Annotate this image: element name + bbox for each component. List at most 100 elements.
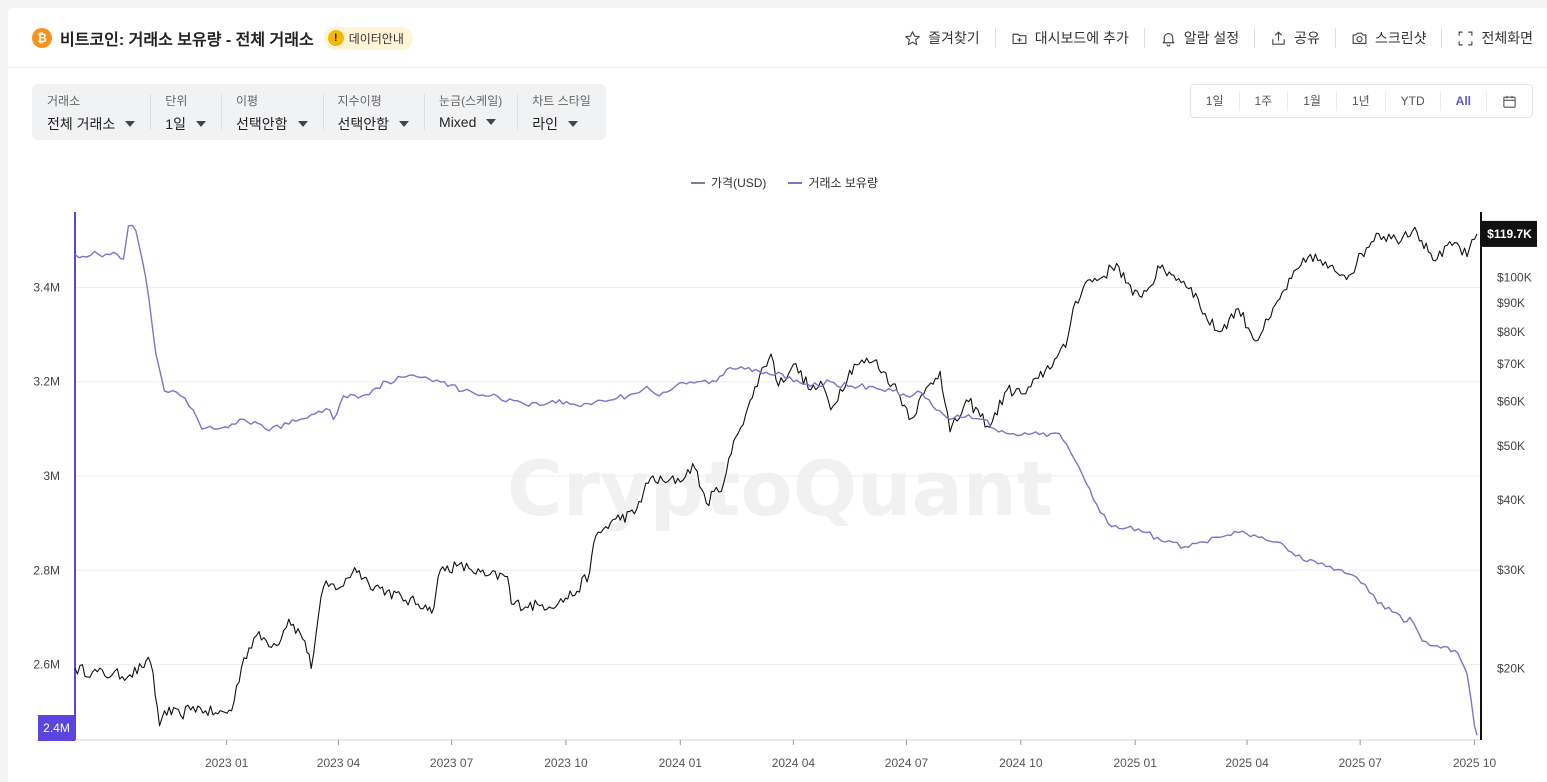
left-tick-label: 3M: [43, 469, 60, 483]
calendar-icon: [1503, 95, 1516, 108]
share-icon: [1272, 30, 1285, 45]
legend-swatch-reserve: [788, 181, 803, 184]
warning-icon: !: [327, 30, 344, 46]
bitcoin-icon: ₿: [32, 28, 52, 48]
right-tick-label: $100K: [1497, 271, 1532, 285]
alarm-label: 알람 설정: [1183, 30, 1240, 46]
current-price-marker: [1482, 220, 1537, 247]
caret-down-icon: [297, 121, 308, 127]
range-ytd[interactable]: YTD: [1386, 91, 1441, 111]
favorite-label: 즐겨찾기: [928, 30, 980, 46]
chart-style-select[interactable]: 차트 스타일 라인: [517, 84, 606, 140]
x-tick-label: 2023 07: [430, 756, 474, 770]
range-1y[interactable]: 1년: [1337, 91, 1386, 111]
x-tick-label: 2024 01: [659, 756, 703, 770]
x-tick-label: 2025 10: [1453, 756, 1497, 770]
sma-select-value: 선택안함: [235, 116, 288, 132]
folder-plus-icon: [1012, 33, 1027, 44]
exchange-select-label: 거래소: [47, 94, 81, 108]
x-tick-label: 2023 04: [317, 756, 361, 770]
interval-select-value: 1일: [165, 116, 186, 132]
current-price-label: $119.7K: [1487, 227, 1532, 241]
right-tick-label: $40K: [1497, 493, 1525, 507]
caret-down-icon: [125, 121, 136, 127]
header-bar: ₿ 비트코인: 거래소 보유량 - 전체 거래소 ! 데이터안내 즐겨찾기 대시…: [8, 8, 1547, 68]
ema-select-label: 지수이평: [337, 94, 382, 108]
fullscreen-label: 전체화면: [1481, 30, 1533, 46]
right-tick-label: $80K: [1497, 325, 1525, 339]
legend-swatch-price: [691, 181, 705, 184]
right-tick-label: $20K: [1497, 662, 1525, 676]
time-range-selector: 1일 1주 1월 1년 YTD All: [1189, 84, 1533, 118]
alarm-button[interactable]: 알람 설정: [1145, 28, 1254, 48]
add-to-dashboard-button[interactable]: 대시보드에 추가: [996, 28, 1144, 48]
left-tick-label: 2.6M: [33, 658, 60, 672]
favorite-button[interactable]: 즐겨찾기: [889, 28, 995, 48]
right-tick-label: $30K: [1497, 563, 1525, 577]
chart-card: ₿ 비트코인: 거래소 보유량 - 전체 거래소 ! 데이터안내 즐겨찾기 대시…: [8, 8, 1547, 782]
interval-select-label: 단위: [165, 94, 188, 108]
x-tick-label: 2023 10: [544, 756, 588, 770]
right-tick-label: $70K: [1497, 357, 1525, 371]
range-1d[interactable]: 1일: [1191, 91, 1240, 111]
screenshot-label: 스크린샷: [1374, 30, 1427, 46]
x-tick-label: 2024 07: [885, 756, 929, 770]
page-title: 비트코인: 거래소 보유량 - 전체 거래소: [60, 32, 314, 49]
x-tick-label: 2025 04: [1225, 756, 1269, 770]
x-tick-label: 2025 07: [1338, 756, 1382, 770]
x-tick-label: 2023 01: [205, 756, 249, 770]
range-all[interactable]: All: [1441, 91, 1487, 111]
x-axis: 2023 01 2023 04 2023 07 2023 10 2024 01 2024 …: [75, 739, 1497, 770]
right-tick-label: $60K: [1497, 395, 1525, 409]
right-y-axis: $20K $30K $40K $50K $60K $70K $80K $90K $100K: [1480, 212, 1532, 740]
divider: [1334, 28, 1336, 48]
watermark: CryptoQuant: [507, 444, 1053, 533]
share-label: 공유: [1294, 30, 1320, 46]
ema-select[interactable]: 지수이평 선택안함: [322, 84, 425, 140]
price-series-line: [74, 226, 1478, 727]
caret-down-icon: [486, 119, 497, 125]
fullscreen-button[interactable]: 전체화면: [1442, 28, 1533, 48]
legend-item-reserve[interactable]: 거래소 보유량: [788, 174, 878, 191]
interval-select[interactable]: 단위 1일: [150, 84, 221, 140]
chart-controls: 거래소 전체 거래소 단위 1일 이평 선택안함 지수이평 선택안함 눈금(스케…: [32, 84, 606, 140]
ema-select-value: 선택안함: [337, 116, 390, 132]
scale-select-value: Mixed: [439, 114, 477, 130]
divider: [994, 28, 996, 48]
left-y-axis: 2.6M 2.8M 3M 3.2M 3.4M: [33, 212, 76, 740]
left-tick-label: 2.8M: [33, 563, 60, 577]
divider: [1143, 28, 1145, 48]
scale-select[interactable]: 눈금(스케일) Mixed: [424, 84, 517, 140]
legend-label-price: 가격(USD): [711, 176, 767, 190]
exchange-select[interactable]: 거래소 전체 거래소: [32, 84, 150, 140]
x-tick-label: 2024 04: [772, 756, 816, 770]
fullscreen-icon: [1459, 31, 1473, 45]
right-tick-label: $50K: [1497, 439, 1525, 453]
calendar-button[interactable]: [1487, 91, 1532, 111]
range-1m[interactable]: 1월: [1288, 91, 1337, 111]
reserve-series-line: [74, 224, 1478, 736]
range-1w[interactable]: 1주: [1240, 91, 1289, 111]
caret-down-icon: [195, 121, 206, 127]
chart-legend: 가격(USD) 거래소 보유량: [691, 174, 900, 191]
chart-style-select-label: 차트 스타일: [532, 94, 591, 108]
caret-down-icon: [568, 121, 578, 127]
legend-item-price[interactable]: 가격(USD): [691, 174, 766, 191]
current-reserve-label: 2.4M: [43, 721, 70, 735]
right-tick-label: $90K: [1497, 296, 1525, 310]
divider: [1254, 28, 1256, 48]
left-tick-label: 3.4M: [33, 280, 60, 294]
star-icon: [905, 30, 920, 45]
title-area: ₿ 비트코인: 거래소 보유량 - 전체 거래소 ! 데이터안내: [32, 26, 413, 50]
data-guide-badge[interactable]: ! 데이터안내: [323, 26, 413, 50]
current-reserve-marker: [38, 715, 75, 741]
bell-icon: [1162, 32, 1175, 46]
grid-lines: [75, 286, 1481, 666]
share-button[interactable]: 공유: [1255, 28, 1335, 48]
caret-down-icon: [399, 121, 410, 127]
sma-select[interactable]: 이평 선택안함: [220, 84, 323, 140]
x-tick-label: 2025 01: [1114, 756, 1158, 770]
screenshot-button[interactable]: 스크린샷: [1336, 28, 1442, 48]
camera-icon: [1352, 32, 1367, 44]
